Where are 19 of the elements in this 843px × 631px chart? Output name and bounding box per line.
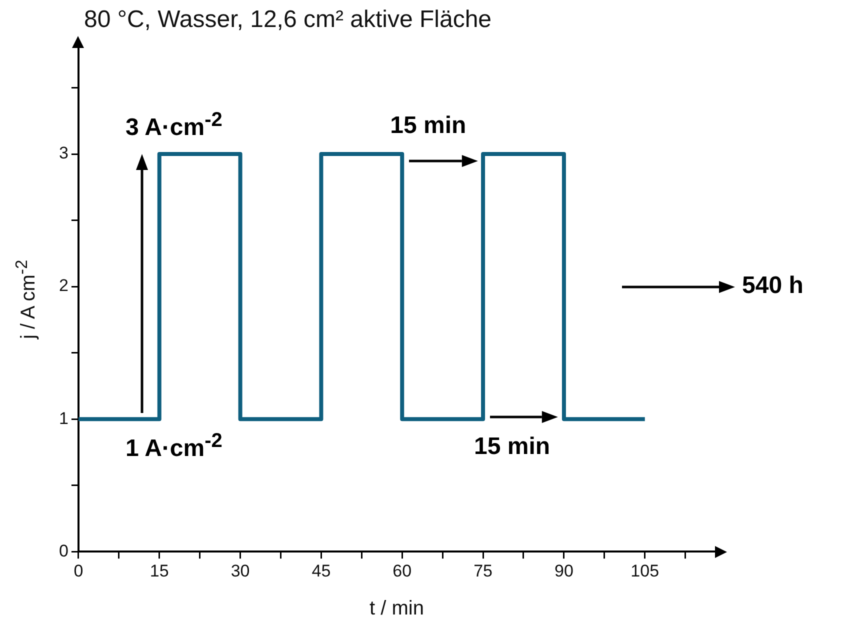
- x-tick-label: 45: [312, 561, 331, 580]
- x-tick-label: 90: [554, 561, 574, 580]
- y-tick-label: 1: [58, 408, 68, 428]
- y-tick-label: 0: [58, 541, 68, 560]
- text: 540 h: [742, 272, 804, 299]
- y-tick-label: 2: [58, 276, 68, 296]
- x-tick-label: 15: [150, 561, 169, 580]
- x-axis-title: t / min: [370, 598, 424, 620]
- annotation: 15 min: [390, 112, 466, 140]
- x-tick-label: 105: [630, 561, 660, 580]
- annotation: 15 min: [474, 433, 550, 460]
- annotation: 3 A·cm$^{-2}$: [125, 109, 222, 142]
- annotation: 1 A·cm$^{-2}$: [125, 430, 222, 462]
- chart-title: 80 °C, Wasser, 12,6 cm² aktive Fläche: [84, 6, 492, 34]
- x-tick-label: 30: [230, 561, 250, 580]
- x-tick-label: 75: [474, 561, 492, 580]
- x-tick-label: 0: [74, 561, 84, 580]
- y-tick-label: 3: [58, 144, 68, 163]
- x-tick-label: 60: [392, 561, 412, 580]
